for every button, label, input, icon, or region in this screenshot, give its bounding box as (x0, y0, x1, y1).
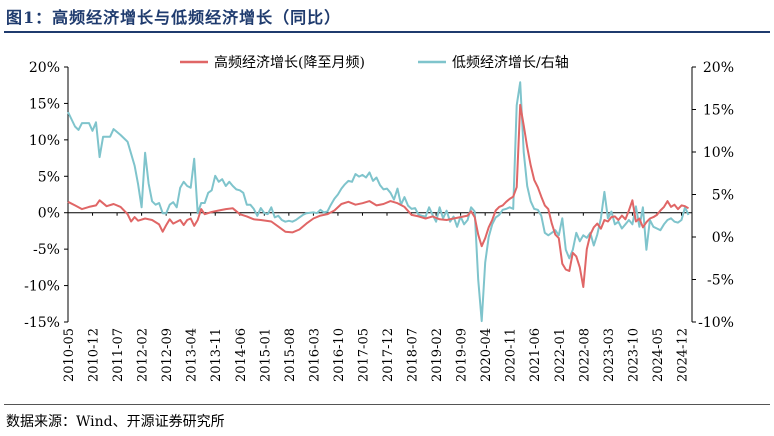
x-tick-label: 2023-03 (602, 328, 617, 382)
series-layer (67, 81, 690, 323)
y-left-tick-label: -5% (33, 242, 60, 258)
x-tick-label: 2013-04 (185, 328, 200, 382)
x-tick-label: 2020-11 (504, 328, 519, 382)
x-tick-label: 2010-12 (87, 328, 102, 382)
x-tick-label: 2019-02 (430, 328, 445, 382)
title-rule (4, 31, 770, 33)
series-line-low-frequency (67, 81, 690, 323)
x-tick-label: 2016-03 (307, 328, 322, 382)
x-tick-label: 2015-01 (258, 328, 273, 382)
chart-legend: 高频经济增长(降至月频) 低频经济增长/右轴 (180, 54, 569, 71)
y-left-tick-label: 0% (38, 206, 60, 222)
source-note: 数据来源：Wind、开源证券研究所 (6, 414, 225, 430)
y-right-tick-label: 15% (703, 103, 734, 119)
x-tick-label: 2013-11 (209, 328, 224, 382)
series-line-high-frequency (67, 103, 690, 288)
y-right-tick-label: 20% (703, 60, 734, 76)
x-tick-label: 2011-07 (111, 328, 126, 382)
x-tick-label: 2010-05 (62, 328, 77, 382)
y-left-tick-label: 5% (38, 169, 60, 185)
x-tick-label: 2012-09 (160, 328, 175, 382)
legend-label-high: 高频经济增长(降至月频) (214, 54, 365, 71)
footer-rule (4, 404, 770, 405)
x-tick-label: 2012-02 (136, 328, 151, 382)
legend-label-low: 低频经济增长/右轴 (452, 55, 569, 71)
y-right-tick-label: -5% (707, 273, 734, 289)
y-left-tick-label: 20% (29, 60, 60, 76)
y-left-tick-label: 15% (29, 96, 60, 112)
y-right-tick-label: -10% (698, 315, 734, 331)
x-tick-label: 2014-06 (234, 328, 249, 382)
x-tick-label: 2016-10 (332, 328, 347, 382)
figure-title: 图1：高频经济增长与低频经济增长（同比） (6, 8, 342, 27)
x-tick-label: 2019-09 (455, 328, 470, 382)
x-tick-label: 2017-05 (356, 328, 371, 382)
x-tick-label: 2020-04 (479, 328, 494, 382)
x-tick-label: 2024-05 (651, 328, 666, 382)
x-tick-label: 2018-07 (406, 328, 421, 382)
y-right-tick-label: 10% (703, 145, 734, 161)
y-left-tick-label: 10% (29, 133, 60, 149)
x-tick-label: 2021-06 (528, 328, 543, 382)
x-tick-label: 2023-10 (626, 328, 641, 382)
x-tick-label: 2017-12 (381, 328, 396, 382)
y-left-tick-label: -10% (24, 279, 60, 295)
x-tick-label: 2022-08 (577, 328, 592, 382)
y-right-tick-label: 5% (712, 188, 734, 204)
x-tick-label: 2024-12 (675, 328, 690, 382)
y-left-tick-label: -15% (24, 315, 60, 331)
y-right-tick-label: 0% (712, 230, 734, 246)
chart-axes: 20% 15% 10% 5% 0% -5% -10% -15% 20% 15% 10% 5% 0% -5%… (24, 60, 734, 382)
x-tick-label: 2022-01 (553, 328, 568, 382)
x-tick-label: 2015-08 (283, 328, 298, 382)
